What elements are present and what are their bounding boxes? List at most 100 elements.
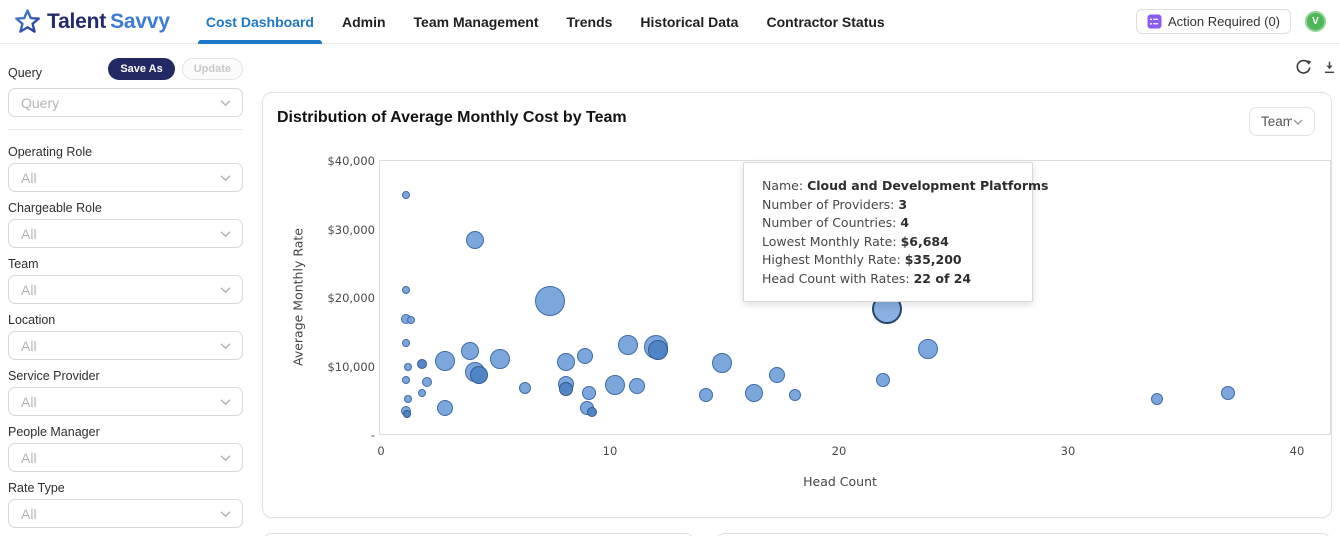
y-tick-0: - xyxy=(370,428,375,442)
brand-name-secondary: Savvy xyxy=(110,9,170,33)
bubble[interactable] xyxy=(699,388,714,403)
action-required-label: Action Required (0) xyxy=(1168,14,1280,29)
brand-logo[interactable]: Talent Savvy xyxy=(14,8,170,35)
bubble[interactable] xyxy=(519,382,532,395)
nav-trends[interactable]: Trends xyxy=(566,13,613,30)
filter-select-operating-role[interactable]: All xyxy=(8,163,243,192)
bubble[interactable] xyxy=(1151,392,1164,405)
brand-name-primary: Talent xyxy=(47,9,107,33)
filter-value: All xyxy=(21,505,37,522)
download-icon xyxy=(1324,61,1334,73)
bubble[interactable] xyxy=(604,374,625,395)
bubble[interactable] xyxy=(1221,385,1236,400)
bubble[interactable] xyxy=(402,338,411,347)
action-required-button[interactable]: Action Required (0) xyxy=(1136,9,1291,34)
tooltip-row-highest-monthly-rate: Highest Monthly Rate: $35,200 xyxy=(762,252,962,267)
filter-select-rate-type[interactable]: All xyxy=(8,499,243,528)
filter-sidebar: Query Save As Update Query Operating Rol… xyxy=(8,56,243,536)
nav-contractor-status[interactable]: Contractor Status xyxy=(766,13,885,30)
filter-list: Operating Role All Chargeable Role All Team A… xyxy=(8,145,243,528)
bubble[interactable] xyxy=(421,377,432,388)
download-button[interactable] xyxy=(1319,57,1339,77)
group-by-select[interactable]: Team xyxy=(1249,107,1315,136)
bubble[interactable] xyxy=(618,335,639,356)
bubble[interactable] xyxy=(576,348,593,365)
header-right: Action Required (0) V xyxy=(1136,9,1326,34)
y-tick-20000: $20,000 xyxy=(327,291,375,305)
x-tick-40: 40 xyxy=(1289,444,1305,458)
bubble[interactable] xyxy=(789,389,802,402)
bubble[interactable] xyxy=(559,382,574,397)
save-as-button[interactable]: Save As xyxy=(108,58,175,80)
filter-label-chargeable-role: Chargeable Role xyxy=(8,201,102,215)
bubble[interactable] xyxy=(402,376,411,385)
bubble[interactable] xyxy=(557,353,576,372)
bubble[interactable] xyxy=(648,340,669,361)
nav-admin[interactable]: Admin xyxy=(341,13,386,30)
bubble[interactable] xyxy=(918,339,939,360)
chevron-down-icon xyxy=(220,510,231,517)
plot-area xyxy=(379,160,1331,435)
filter-select-service-provider[interactable]: All xyxy=(8,387,243,416)
bubble[interactable] xyxy=(403,409,412,418)
bubble[interactable] xyxy=(465,231,484,250)
star-icon xyxy=(15,9,40,33)
bubble[interactable] xyxy=(417,358,428,369)
sidebar-divider xyxy=(8,129,243,130)
bubble[interactable] xyxy=(437,400,454,417)
tooltip-row-number-of-providers: Number of Providers: 3 xyxy=(762,196,908,212)
bubble[interactable] xyxy=(712,353,733,374)
avatar[interactable]: V xyxy=(1305,11,1326,32)
bubble[interactable] xyxy=(745,384,764,403)
bubble[interactable] xyxy=(490,348,511,369)
bubble[interactable] xyxy=(435,351,456,372)
x-tick-30: 30 xyxy=(1060,444,1076,458)
x-axis-label: Head Count xyxy=(803,474,877,489)
tooltip-row-lowest-monthly-rate: Lowest Monthly Rate: $6,684 xyxy=(762,233,949,249)
x-tick-0: 0 xyxy=(377,444,385,458)
chevron-down-icon xyxy=(220,174,231,181)
y-tick-40000: $40,000 xyxy=(327,154,375,168)
tooltip-row-number-of-countries: Number of Countries: 4 xyxy=(762,215,910,230)
query-select[interactable]: Query xyxy=(8,88,243,117)
filter-group-service-provider: Service Provider All xyxy=(8,369,243,416)
bubble[interactable] xyxy=(402,191,411,200)
chart-title: Distribution of Average Monthly Cost by … xyxy=(277,109,627,126)
task-list-icon xyxy=(1147,14,1162,29)
update-button[interactable]: Update xyxy=(181,58,243,80)
filter-select-team[interactable]: All xyxy=(8,275,243,304)
bubble[interactable] xyxy=(875,373,890,388)
tooltip-row-name: Name: Cloud and Development Platforms xyxy=(762,178,1049,193)
filter-group-operating-role: Operating Role All xyxy=(8,145,243,192)
header: Talent Savvy Cost Dashboard Admin Team Mana… xyxy=(0,0,1340,44)
filter-group-people-manager: People Manager All xyxy=(8,425,243,472)
chevron-down-icon xyxy=(220,454,231,461)
chevron-down-icon xyxy=(220,398,231,405)
chevron-down-icon xyxy=(1293,119,1303,125)
chevron-down-icon xyxy=(220,342,231,349)
refresh-button[interactable] xyxy=(1293,57,1313,77)
bubble[interactable] xyxy=(586,406,597,417)
bubble[interactable] xyxy=(406,315,415,324)
filter-group-location: Location All xyxy=(8,313,243,360)
filter-label-location: Location xyxy=(8,313,56,327)
bubble[interactable] xyxy=(404,362,413,371)
bubble[interactable] xyxy=(402,285,411,294)
filter-select-people-manager[interactable]: All xyxy=(8,443,243,472)
filter-value: All xyxy=(21,393,37,410)
nav-historical-data[interactable]: Historical Data xyxy=(640,13,739,30)
bubble[interactable] xyxy=(418,389,427,398)
nav-team-management[interactable]: Team Management xyxy=(413,13,539,30)
filter-group-team: Team All xyxy=(8,257,243,304)
bubble[interactable] xyxy=(582,385,597,400)
chevron-down-icon xyxy=(220,99,231,106)
bubble[interactable] xyxy=(404,394,413,403)
bubble[interactable] xyxy=(769,367,786,384)
filter-select-location[interactable]: All xyxy=(8,331,243,360)
bubble[interactable] xyxy=(461,341,480,360)
nav-cost-dashboard[interactable]: Cost Dashboard xyxy=(192,0,328,44)
bubble[interactable] xyxy=(535,285,566,316)
filter-select-chargeable-role[interactable]: All xyxy=(8,219,243,248)
bubble[interactable] xyxy=(470,365,489,384)
bubble[interactable] xyxy=(629,378,646,395)
